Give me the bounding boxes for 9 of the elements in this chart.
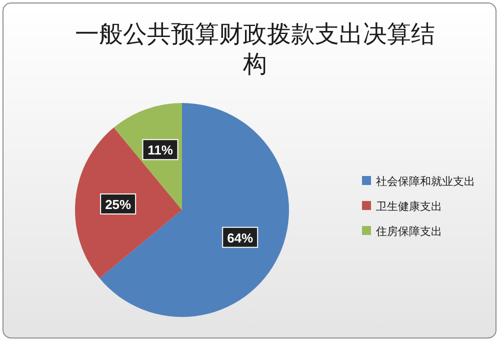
legend-label: 住房保障支出 — [376, 225, 442, 238]
data-label: 25% — [105, 196, 132, 212]
chart-title: 一般公共预算财政拨款支出决算结构 — [75, 20, 435, 78]
data-label: 11% — [148, 142, 174, 158]
pie-slice — [100, 103, 289, 317]
legend-label: 社会保障和就业支出 — [376, 175, 475, 188]
pie-slice — [75, 128, 182, 278]
data-label: 64% — [227, 230, 254, 246]
legend-label: 卫生健康支出 — [376, 200, 442, 213]
